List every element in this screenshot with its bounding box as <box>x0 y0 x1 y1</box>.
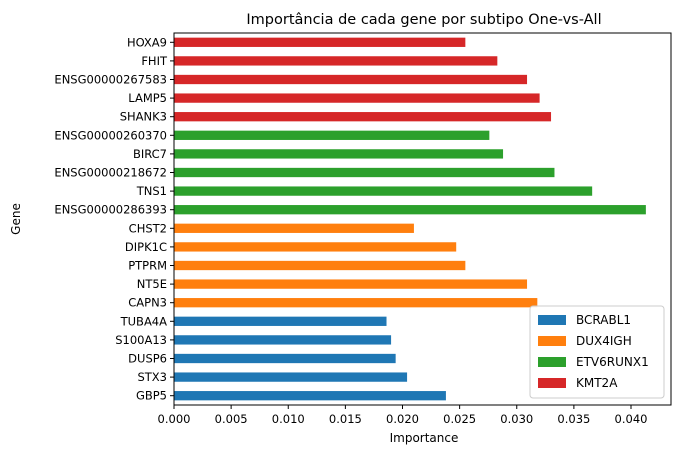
x-tick-label: 0.015 <box>329 412 362 426</box>
y-tick-label: GBP5 <box>136 389 167 403</box>
bar-birc7 <box>174 149 504 159</box>
x-tick-label: 0.005 <box>215 412 248 426</box>
bar-chst2 <box>174 223 414 233</box>
x-tick-label: 0.035 <box>557 412 590 426</box>
legend-swatch-dux4igh <box>538 336 566 346</box>
bar-s100a13 <box>174 335 392 345</box>
bar-fhit <box>174 56 498 66</box>
bar-nt5e <box>174 279 528 289</box>
bar-stx3 <box>174 372 408 382</box>
y-axis-ticks: GBP5 STX3 DUSP6 S100A13 TUBA4A CAPN3 NT5E PTPRM… <box>54 35 174 403</box>
bar-dusp6 <box>174 353 396 364</box>
legend-label-kmt2a: KMT2A <box>576 376 618 390</box>
bar-ensg00000286393 <box>174 205 646 215</box>
x-tick-label: 0.025 <box>443 412 476 426</box>
bar-gbp5 <box>174 391 446 401</box>
y-tick-label: BIRC7 <box>133 147 167 161</box>
x-axis-label: Importance <box>390 431 459 445</box>
x-tick-label: 0.010 <box>272 412 305 426</box>
bar-hoxa9 <box>174 37 466 47</box>
x-tick-label: 0.040 <box>615 412 648 426</box>
y-tick-label: S100A13 <box>115 333 167 347</box>
legend-label-bcrabl1: BCRABL1 <box>576 313 631 327</box>
y-tick-label: ENSG00000218672 <box>54 166 167 180</box>
x-tick-label: 0.000 <box>158 412 191 426</box>
bar-tns1 <box>174 186 593 196</box>
y-tick-label: NT5E <box>137 277 167 291</box>
legend-swatch-bcrabl1 <box>538 315 566 325</box>
y-tick-label: PTPRM <box>128 259 167 273</box>
bar-dipk1c <box>174 242 457 252</box>
y-tick-label: DUSP6 <box>128 352 167 366</box>
y-axis-label: Gene <box>9 203 23 235</box>
legend-box <box>529 305 665 399</box>
bars-group <box>174 37 646 401</box>
y-tick-label: STX3 <box>137 370 167 384</box>
y-tick-label: ENSG00000260370 <box>54 128 167 142</box>
legend-label-etv6runx1: ETV6RUNX1 <box>576 355 649 369</box>
bar-ensg00000218672 <box>174 167 555 178</box>
x-tick-label: 0.030 <box>500 412 533 426</box>
y-tick-label: CHST2 <box>129 221 167 235</box>
x-axis-ticks: 0.000 0.005 0.010 0.015 0.020 0.025 0.030 0.035… <box>158 405 648 426</box>
legend-swatch-kmt2a <box>538 378 566 388</box>
y-tick-label: ENSG00000267583 <box>54 73 167 87</box>
bar-capn3 <box>174 298 538 308</box>
y-tick-label: LAMP5 <box>128 91 167 105</box>
y-tick-label: FHIT <box>141 54 168 68</box>
chart-title: Importância de cada gene por subtipo One… <box>246 12 601 28</box>
bar-ensg00000267583 <box>174 74 528 85</box>
y-tick-label: CAPN3 <box>128 296 167 310</box>
plot-frame <box>173 32 672 406</box>
legend: BCRABL1 DUX4IGH ETV6RUNX1 KMT2A <box>529 305 665 399</box>
y-tick-label: DIPK1C <box>125 240 167 254</box>
bar-ptprm <box>174 260 466 271</box>
y-tick-label: TNS1 <box>136 184 167 198</box>
y-tick-label: TUBA4A <box>120 314 168 328</box>
y-tick-label: SHANK3 <box>120 110 167 124</box>
bar-lamp5 <box>174 93 540 103</box>
legend-label-dux4igh: DUX4IGH <box>576 334 632 348</box>
bar-ensg00000260370 <box>174 130 490 140</box>
y-tick-label: HOXA9 <box>127 35 167 49</box>
legend-swatch-etv6runx1 <box>538 357 566 367</box>
bar-shank3 <box>174 112 552 122</box>
x-tick-label: 0.020 <box>386 412 419 426</box>
bar-tuba4a <box>174 316 387 326</box>
y-tick-label: ENSG00000286393 <box>54 203 167 217</box>
